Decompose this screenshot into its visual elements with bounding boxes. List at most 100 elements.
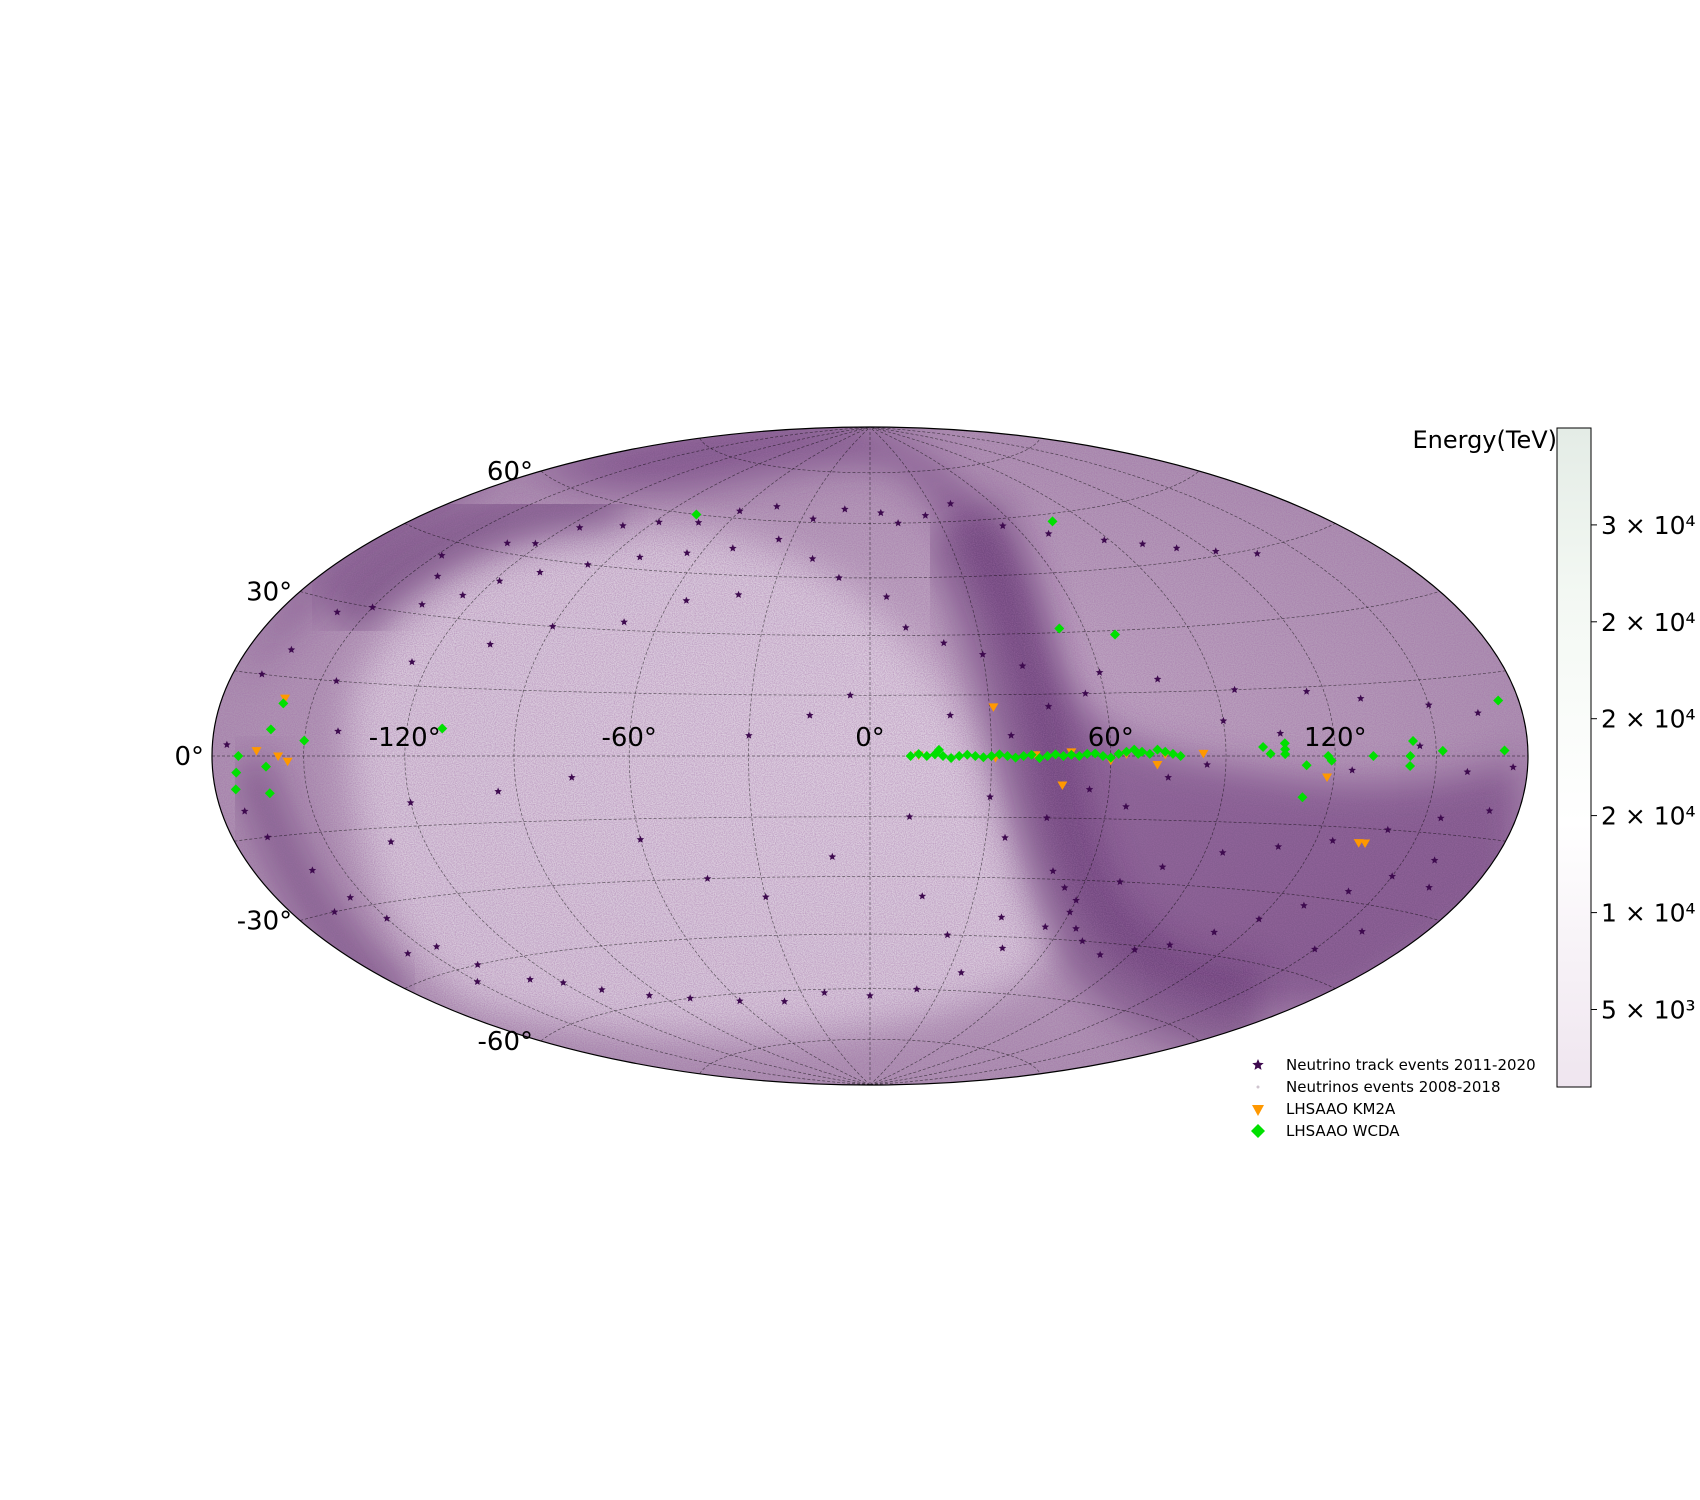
neutrino-track-point bbox=[287, 645, 296, 653]
neutrino-track-point bbox=[1100, 536, 1109, 544]
neutrino-track-point bbox=[494, 787, 502, 795]
neutrino-track-point bbox=[1212, 547, 1220, 555]
neutrino-track-point bbox=[1172, 544, 1181, 552]
wcda-point bbox=[921, 751, 932, 761]
neutrino-track-point bbox=[334, 727, 342, 735]
neutrino-track-point bbox=[1384, 825, 1392, 834]
lat-tick-label: 30° bbox=[246, 578, 292, 608]
sky-background bbox=[212, 427, 1528, 1085]
lon-tick-label: 120° bbox=[1304, 723, 1367, 753]
neutrino-track-point bbox=[1072, 896, 1080, 904]
colorbar-ticks: 5 × 10³ 1 × 10⁴ 2 × 10⁴ 2 × 10⁴ 2 × 10⁴ 3 × 1… bbox=[1591, 511, 1696, 1025]
neutrino-track-point bbox=[986, 792, 994, 801]
wcda-point bbox=[1074, 751, 1085, 761]
neutrino-track-point bbox=[568, 773, 576, 781]
grid-meridian bbox=[628, 427, 871, 1085]
neutrino-track-point bbox=[1474, 708, 1482, 717]
wcda-point bbox=[1408, 735, 1419, 746]
neutrino-track-point bbox=[1276, 729, 1285, 737]
wcda-point bbox=[913, 748, 924, 759]
neutrino-track-point bbox=[902, 623, 910, 631]
neutrino-track-point bbox=[406, 798, 415, 806]
wcda-point bbox=[962, 749, 973, 760]
neutrino-track-point bbox=[1219, 716, 1228, 725]
colorbar-tick-label: 2 × 10⁴ bbox=[1601, 802, 1696, 831]
neutrino-track-point bbox=[1255, 915, 1263, 923]
neutrino-track-point bbox=[1311, 945, 1319, 953]
neutrino-track-point bbox=[584, 560, 592, 568]
sky-outline bbox=[211, 426, 1529, 1086]
wcda-point bbox=[1002, 751, 1013, 761]
neutrino-track-point bbox=[531, 539, 540, 547]
neutrino-track-point bbox=[1203, 760, 1211, 768]
neutrino-track-point bbox=[418, 600, 426, 608]
neutrino-track-point bbox=[1388, 872, 1396, 880]
neutrino-track-point bbox=[1230, 685, 1239, 693]
grid-meridian bbox=[869, 427, 1227, 1085]
neutrino-track-point bbox=[1044, 702, 1053, 710]
wcda-point bbox=[1047, 516, 1058, 527]
wcda-point bbox=[994, 749, 1005, 760]
legend-marker bbox=[1256, 1085, 1260, 1089]
neutrino-track-point bbox=[387, 837, 395, 846]
neutrino-track-point bbox=[636, 835, 645, 843]
neutrino-track-point bbox=[404, 949, 412, 957]
km2a-point bbox=[1057, 781, 1068, 791]
wcda-point bbox=[233, 751, 244, 761]
neutrino-track-point bbox=[432, 942, 441, 950]
wcda-point bbox=[1113, 748, 1124, 759]
wcda-point bbox=[978, 752, 989, 763]
wcda-point bbox=[1175, 751, 1186, 761]
neutrino-track-point bbox=[913, 985, 921, 993]
wcda-point bbox=[1280, 744, 1291, 755]
neutrino-track-point bbox=[526, 975, 534, 983]
wcda-point bbox=[1010, 752, 1021, 763]
neutrino-track-point bbox=[1437, 814, 1445, 822]
wcda-point bbox=[1437, 745, 1448, 756]
neutrino-track-point bbox=[877, 508, 885, 517]
neutrino-track-point bbox=[918, 892, 927, 900]
neutrino-track-point bbox=[1344, 887, 1353, 895]
neutrino-track-point bbox=[1166, 941, 1174, 949]
grid-meridian bbox=[748, 427, 871, 1085]
wcda-point bbox=[986, 751, 997, 761]
neutrino-track-point bbox=[943, 930, 952, 939]
grid-meridian bbox=[869, 427, 1437, 1085]
neutrino-track-point bbox=[1509, 763, 1517, 771]
grid-meridian bbox=[869, 427, 1336, 1085]
neutrino-track-point bbox=[1043, 813, 1051, 822]
wcda-point bbox=[691, 509, 702, 520]
legend-marker bbox=[1252, 1059, 1264, 1070]
neutrino-track-point bbox=[1095, 668, 1104, 676]
neutrino-track-point bbox=[894, 519, 902, 527]
neutrino-track-point bbox=[703, 874, 712, 882]
neutrino-track-point bbox=[940, 639, 948, 647]
colorbar-tick-label: 2 × 10⁴ bbox=[1601, 608, 1696, 637]
wcda-point bbox=[437, 723, 448, 734]
neutrino-track-point bbox=[619, 521, 627, 529]
neutrino-track-point bbox=[1463, 767, 1472, 776]
neutrino-track-point bbox=[1049, 867, 1057, 875]
wcda-point bbox=[1058, 751, 1069, 761]
grid-parallel bbox=[300, 591, 1440, 636]
lon-tick-label: -60° bbox=[601, 723, 656, 753]
neutrino-track-point bbox=[1041, 922, 1050, 931]
km2a-point bbox=[1152, 761, 1163, 770]
wcda-point bbox=[1405, 751, 1416, 761]
neutrino-track-point bbox=[841, 505, 849, 513]
neutrino-track-point bbox=[808, 554, 817, 562]
neutrino-track-point bbox=[1060, 883, 1069, 891]
neutrino-track-point bbox=[866, 991, 874, 999]
neutrino-track-point bbox=[438, 551, 446, 559]
neutrino-track-point bbox=[1130, 945, 1139, 953]
km2a-point bbox=[1198, 749, 1209, 759]
neutrino-track-point bbox=[1218, 848, 1227, 856]
wcda-point bbox=[278, 698, 289, 709]
neutrino-track-point bbox=[346, 893, 355, 901]
lat-tick-label: 0° bbox=[174, 742, 204, 772]
wcda-point bbox=[1152, 744, 1163, 755]
neutrino-track-point bbox=[686, 994, 694, 1002]
neutrino-track-point bbox=[1085, 785, 1094, 793]
grid-parallel bbox=[300, 876, 1440, 921]
colorbar: Energy(TeV) 5 × 10³ 1 × 10⁴ 2 × 10⁴ 2 × 10⁴… bbox=[1412, 426, 1696, 1088]
